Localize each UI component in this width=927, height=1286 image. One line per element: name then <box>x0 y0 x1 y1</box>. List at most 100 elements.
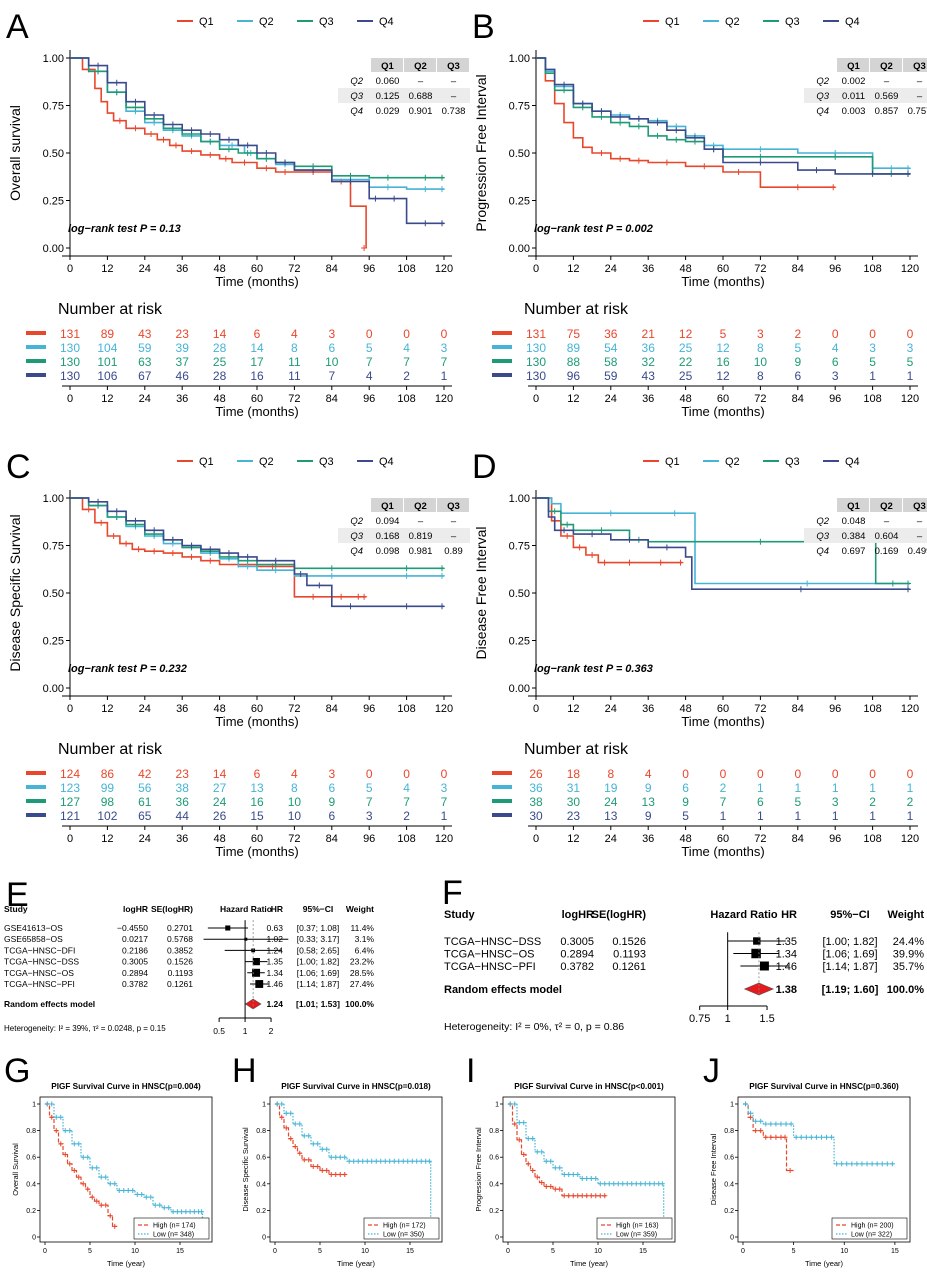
censor-mark <box>151 527 158 534</box>
pairwise-value: 0.169 <box>875 546 899 557</box>
censor-mark <box>143 1194 149 1200</box>
censor-mark <box>570 1193 576 1199</box>
hr-axis-tick-label: 1.5 <box>759 1013 774 1025</box>
pairwise-header: Q1 <box>381 61 394 72</box>
pairwise-row-bg <box>338 528 470 543</box>
risk-count: 17 <box>250 355 264 369</box>
study-weight: 35.7% <box>893 961 924 973</box>
legend-label-q1: Q1 <box>665 16 680 28</box>
censor-mark <box>403 572 410 579</box>
censor-mark <box>525 1136 531 1142</box>
x-tick-label: 10 <box>594 1248 602 1255</box>
risk-x-tick-label: 12 <box>101 833 113 845</box>
risk-count: 102 <box>97 809 117 823</box>
censor-mark <box>606 1181 612 1187</box>
km-curve-q2 <box>536 497 910 585</box>
col-header-hr: HR <box>781 909 797 921</box>
censor-mark <box>372 195 379 202</box>
censor-mark <box>521 1120 527 1126</box>
study-weight: 27.4% <box>350 979 375 989</box>
risk-count: 130 <box>60 341 80 355</box>
censor-mark <box>207 557 214 564</box>
risk-count: 46 <box>176 369 190 383</box>
censor-mark <box>347 178 354 185</box>
censor-mark <box>49 1101 55 1107</box>
study-loghr: −0.4550 <box>117 923 148 933</box>
risk-x-tick-label: 84 <box>792 833 804 845</box>
censor-mark <box>71 1141 77 1147</box>
risk-x-tick-label: 12 <box>567 833 579 845</box>
plot-frame <box>269 1096 443 1243</box>
censor-mark <box>328 1154 334 1160</box>
censor-mark <box>743 1101 749 1107</box>
censor-mark <box>132 125 139 132</box>
pairwise-value: 0.89 <box>444 546 463 557</box>
pairwise-header-cell <box>371 58 403 72</box>
risk-count: 24 <box>604 795 618 809</box>
risk-x-tick-label: 120 <box>435 833 453 845</box>
study-name: TCGA−HNSC−DFI <box>4 945 75 955</box>
legend-label-q1: Q1 <box>665 456 680 468</box>
risk-count: 3 <box>441 341 448 355</box>
censor-mark <box>794 184 801 191</box>
pvalue-label: log−rank test P = 0.13 <box>68 223 181 235</box>
heterogeneity-label: Heterogeneity: I² = 39%, τ² = 0.0248, p … <box>4 1024 166 1033</box>
y-tick-label: 0.4 <box>724 1181 734 1188</box>
y-tick-label: 0.00 <box>509 243 530 255</box>
study-ci: [1.06; 1.69] <box>297 968 340 978</box>
risk-count: 4 <box>291 767 298 781</box>
summary-label: Random effects model <box>444 984 562 996</box>
risk-count: 6 <box>328 809 335 823</box>
censor-mark <box>107 1181 113 1187</box>
y-tick-label: 1 <box>495 1102 499 1109</box>
censor-mark <box>169 550 176 557</box>
risk-count: 36 <box>529 781 543 795</box>
y-axis-title: Progression Free Interval <box>473 74 489 231</box>
censor-mark <box>787 1168 793 1173</box>
km-curve-q3 <box>70 497 444 570</box>
risk-x-tick-label: 24 <box>605 393 617 405</box>
censor-mark <box>188 148 195 155</box>
hr-axis-tick-label: 1 <box>243 1026 248 1036</box>
risk-count: 65 <box>138 809 152 823</box>
risk-count: 6 <box>832 355 839 369</box>
censor-mark <box>539 1179 545 1185</box>
risk-x-tick-label: 84 <box>792 393 804 405</box>
pairwise-value: – <box>917 516 923 527</box>
risk-count: 130 <box>526 355 546 369</box>
risk-count: 1 <box>794 781 801 795</box>
x-tick-label: 108 <box>397 263 415 275</box>
study-loghr: 0.3782 <box>560 961 594 973</box>
censor-mark <box>654 132 661 139</box>
risk-count: 9 <box>645 809 652 823</box>
risk-x-axis-title: Time (months) <box>215 844 298 859</box>
x-tick-label: 10 <box>840 1248 848 1255</box>
risk-row-key-q1 <box>26 771 46 775</box>
y-tick-label: 0.6 <box>724 1155 734 1162</box>
y-tick-label: 0.25 <box>509 196 530 208</box>
censor-mark <box>292 1121 298 1127</box>
pairwise-value: 0.757 <box>908 106 927 117</box>
study-hr: 1.46 <box>776 961 797 973</box>
censor-mark <box>355 1158 361 1164</box>
censor-mark <box>597 1193 603 1199</box>
study-ci: [1.14; 1.87] <box>822 961 877 973</box>
risk-count: 16 <box>250 369 264 383</box>
censor-mark <box>225 146 232 153</box>
pairwise-value: 0.094 <box>376 516 400 527</box>
y-axis-title: Overall Survival <box>11 1143 20 1196</box>
censor-mark <box>135 546 142 553</box>
censor-mark <box>125 1187 131 1193</box>
pairwise-value: 0.125 <box>376 91 400 102</box>
censor-mark <box>409 1158 415 1164</box>
censor-mark <box>888 165 895 172</box>
legend-label-q4: Q4 <box>379 16 394 28</box>
risk-row-key-q1 <box>492 771 512 775</box>
pairwise-header-cell <box>837 498 869 512</box>
panel-label: B <box>472 8 495 46</box>
risk-count: 1 <box>441 369 448 383</box>
risk-count: 0 <box>907 767 914 781</box>
censor-mark <box>161 1205 167 1211</box>
censor-mark <box>148 131 155 137</box>
risk-count: 2 <box>403 369 410 383</box>
